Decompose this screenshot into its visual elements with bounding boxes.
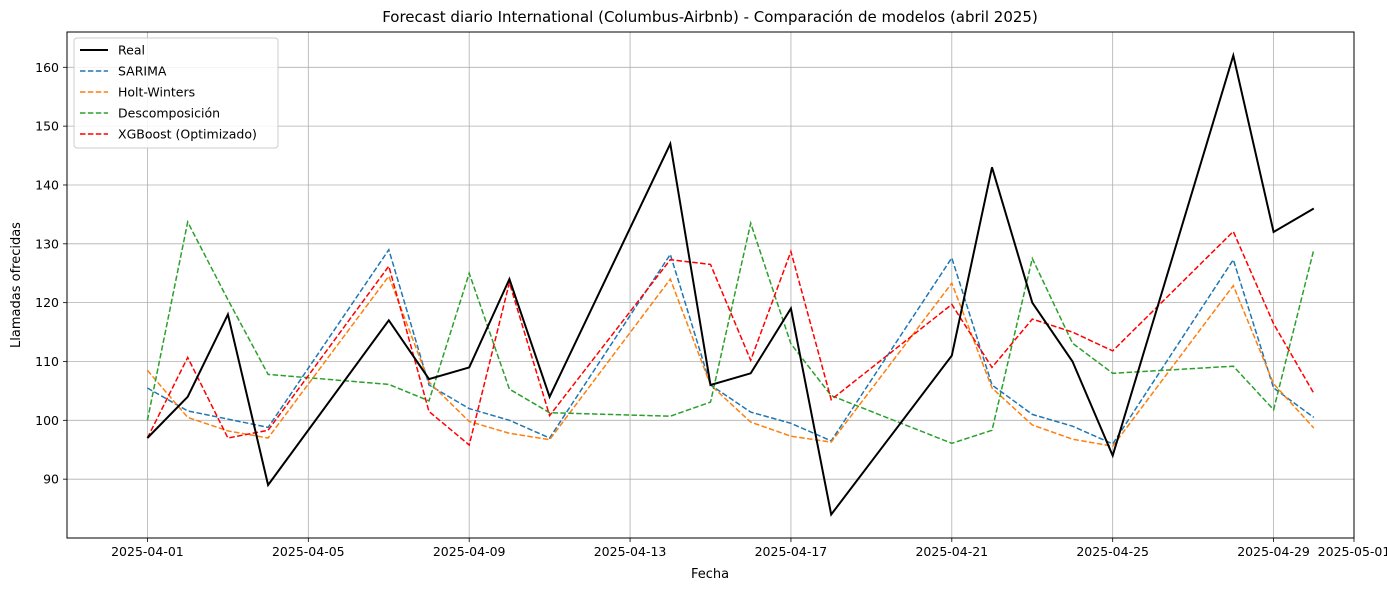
x-tick-label: 2025-04-13: [594, 544, 667, 559]
x-axis-ticks: 2025-04-01 2025-04-05 2025-04-09 2025-04-13…: [111, 538, 1387, 559]
legend-label: XGBoost (Optimizado): [118, 127, 257, 142]
x-tick-label: 2025-04-21: [915, 544, 988, 559]
series-line-xgboost-optimizado: [146, 230, 1315, 447]
legend: Real SARIMA Holt-Winters Descomposición XGBo…: [73, 37, 279, 149]
y-axis-label: Llamadas ofrecidas: [9, 222, 24, 348]
x-axis-label: Fecha: [691, 567, 729, 582]
y-tick-label: 140: [35, 177, 59, 192]
y-tick-label: 110: [35, 354, 59, 369]
x-tick-label: 2025-04-05: [272, 544, 345, 559]
plot-frame: [66, 31, 1355, 539]
x-tick-label: 2025-04-17: [755, 544, 828, 559]
x-tick-label: 2025-04-01: [111, 544, 184, 559]
x-tick-label: 2025-05-01: [1318, 544, 1387, 559]
series-lines: [146, 51, 1315, 517]
series-line-real: [146, 51, 1315, 517]
y-tick-label: 120: [35, 295, 59, 310]
legend-label: Real: [118, 43, 145, 58]
series-line-holt-winters: [146, 274, 1315, 448]
legend-label: Descomposición: [118, 106, 220, 121]
y-axis-ticks: 90 100 110 120 130 140 150 160: [35, 60, 67, 487]
y-tick-label: 150: [35, 119, 59, 134]
y-tick-label: 160: [35, 60, 59, 75]
series-line-descomposici-n: [146, 219, 1315, 445]
y-tick-label: 130: [35, 236, 59, 251]
x-tick-label: 2025-04-29: [1237, 544, 1310, 559]
legend-label: Holt-Winters: [118, 85, 195, 100]
chart-title: Forecast diario International (Columbus-…: [382, 8, 1038, 26]
x-tick-label: 2025-04-09: [433, 544, 506, 559]
x-tick-label: 2025-04-25: [1076, 544, 1149, 559]
legend-box: [73, 37, 279, 149]
series-line-sarima: [147, 247, 1315, 445]
legend-label: SARIMA: [118, 64, 167, 79]
y-tick-label: 90: [43, 472, 59, 487]
y-tick-label: 100: [35, 413, 59, 428]
